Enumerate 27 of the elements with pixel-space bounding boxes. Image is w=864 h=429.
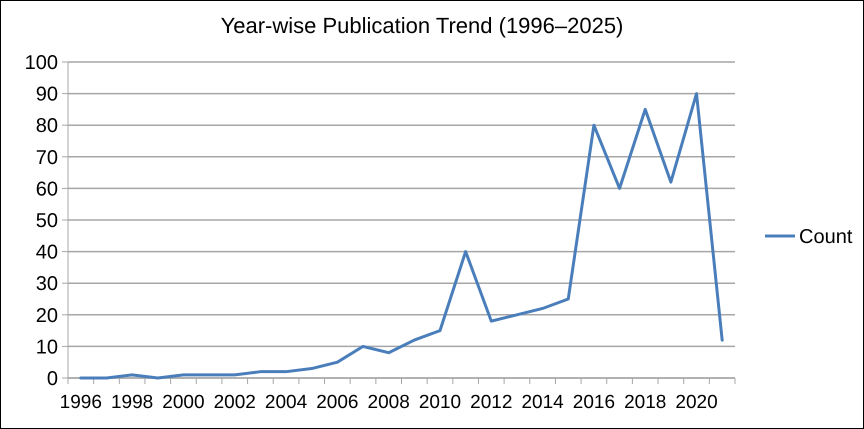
y-tick-label: 100	[24, 52, 58, 74]
x-tick-label: 2004	[264, 392, 308, 413]
x-tick-label: 2018	[624, 392, 666, 413]
x-tick-label: 2020	[675, 392, 718, 413]
x-tick-label: 2002	[214, 392, 256, 413]
x-tick-label: 2012	[470, 392, 512, 413]
y-tick-label: 80	[36, 115, 58, 138]
y-tick-label: 0	[46, 368, 58, 390]
y-tick-label: 40	[36, 242, 58, 264]
x-tick-label: 2010	[418, 392, 462, 413]
x-tick-label: 2014	[521, 392, 564, 413]
x-tick-label: 2016	[572, 392, 616, 413]
y-tick-label: 50	[36, 210, 58, 232]
y-tick-label: 20	[36, 304, 58, 327]
x-tick-label: 1998	[110, 392, 154, 413]
x-tick-label: 2008	[368, 392, 410, 413]
x-tick-label: 2000	[162, 392, 205, 413]
chart-title: Year-wise Publication Trend (1996–2025)	[220, 13, 624, 38]
y-tick-label: 90	[36, 84, 58, 106]
y-tick-label: 10	[36, 336, 58, 358]
line-series	[79, 92, 724, 380]
x-tick-label: 2006	[316, 392, 359, 413]
x-tick-label: 1996	[60, 392, 102, 413]
y-tick-label: 30	[36, 273, 58, 296]
y-tick-label: 70	[36, 146, 58, 169]
y-tick-label: 60	[36, 178, 58, 200]
legend-label: Count	[799, 226, 853, 248]
